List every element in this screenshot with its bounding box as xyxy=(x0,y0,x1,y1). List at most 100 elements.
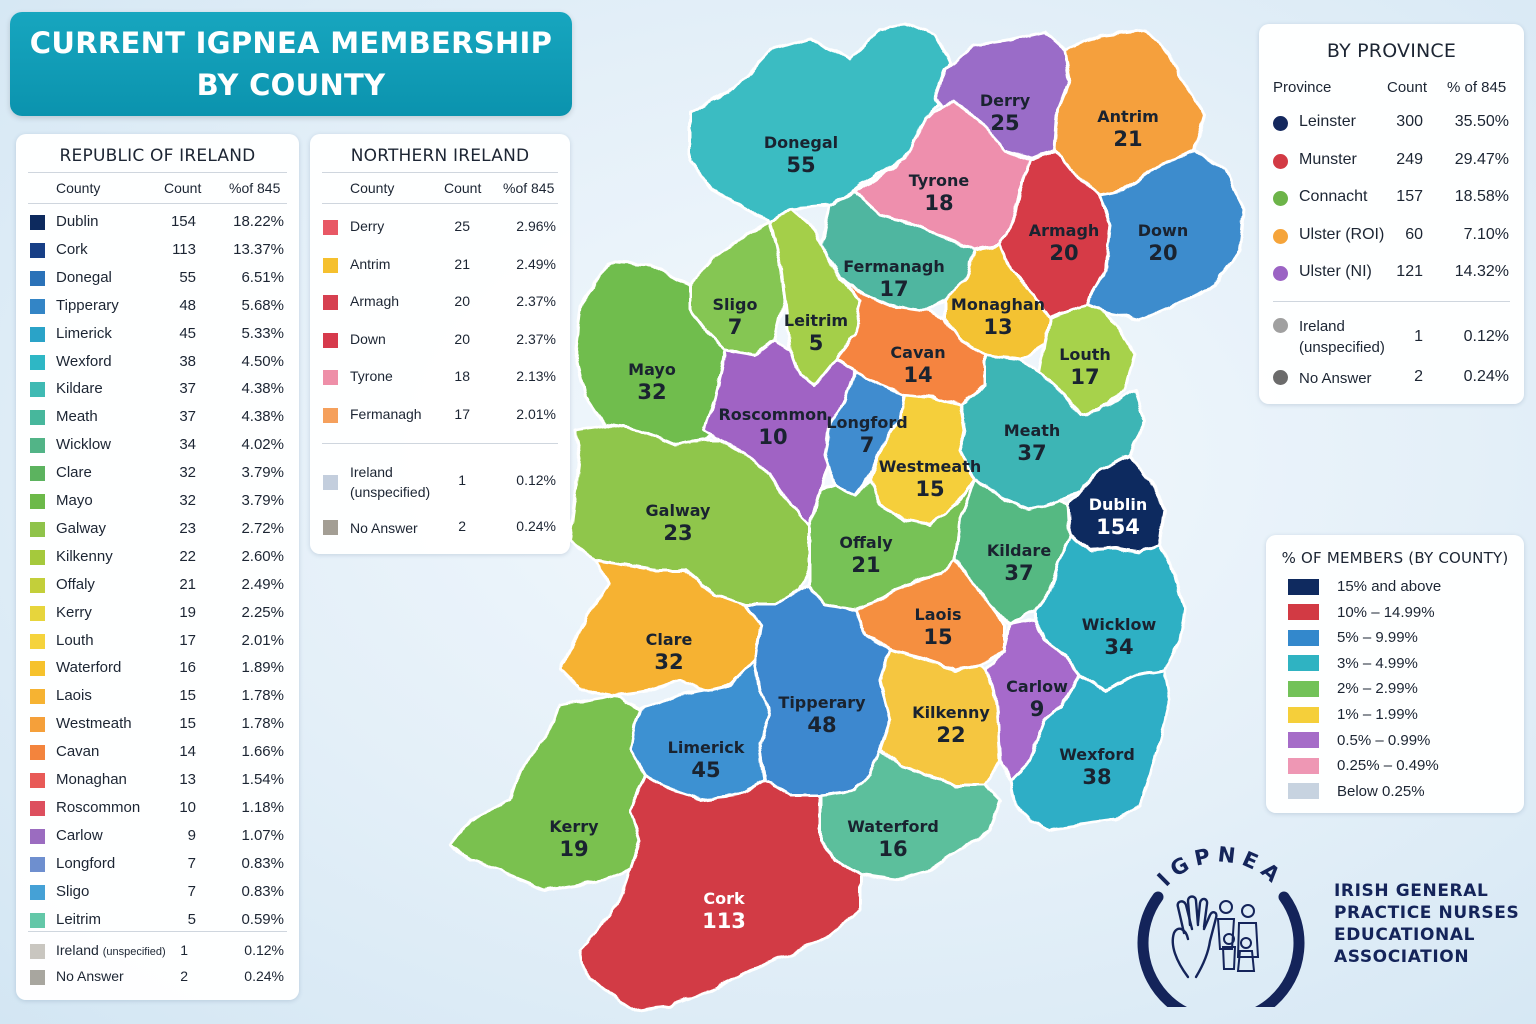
county-count-donegal: 55 xyxy=(786,153,815,177)
county-label-tipperary: Tipperary xyxy=(778,693,866,712)
county-label-kilkenny: Kilkenny xyxy=(912,703,990,722)
member-count: 20 xyxy=(454,293,470,309)
county-count-down: 20 xyxy=(1148,241,1177,265)
color-swatch xyxy=(30,494,45,509)
member-count: 2 xyxy=(458,518,466,534)
member-percent: 1.89% xyxy=(241,659,284,677)
member-count: 2 xyxy=(1414,368,1423,385)
county-count-tipperary: 48 xyxy=(807,713,836,737)
province-name: Ulster (ROI) xyxy=(1299,225,1385,243)
county-label-cork: Cork xyxy=(703,889,745,908)
member-percent: 35.50% xyxy=(1454,113,1509,130)
member-percent: 4.02% xyxy=(241,436,284,454)
member-count: 23 xyxy=(179,519,196,537)
legend-label: 5% – 9.99% xyxy=(1337,629,1418,647)
county-name: Waterford xyxy=(56,659,122,677)
logo-ring xyxy=(1137,891,1305,1007)
table-row: Antrim 21 2.49% xyxy=(310,256,570,274)
color-swatch xyxy=(30,215,45,230)
legend-swatch xyxy=(1288,757,1319,774)
county-name: Cavan xyxy=(56,743,100,761)
county-name: Meath xyxy=(56,408,98,426)
legend-label: 2% – 2.99% xyxy=(1337,680,1418,698)
table-row: No Answer 2 0.24% xyxy=(1259,368,1524,408)
county-label-kerry: Kerry xyxy=(549,817,599,836)
county-name: Sligo xyxy=(56,882,90,900)
color-swatch xyxy=(30,354,45,370)
color-swatch xyxy=(323,220,338,235)
table-row: Kerry 19 2.25% xyxy=(16,604,299,622)
member-count: 1 xyxy=(1414,328,1423,345)
member-percent: 4.50% xyxy=(241,352,284,370)
member-count: 21 xyxy=(454,255,470,272)
county-label-mayo: Mayo xyxy=(628,360,676,379)
county-count-galway: 23 xyxy=(663,521,692,545)
member-percent: 18.22% xyxy=(233,213,284,230)
table-row: Cavan 14 1.66% xyxy=(16,743,299,761)
legend-item: 10% – 14.99% xyxy=(1288,604,1435,621)
member-percent: 1.78% xyxy=(241,687,284,705)
ni-col-county: County xyxy=(350,180,395,196)
member-percent: 5.68% xyxy=(241,296,284,314)
county-count-waterford: 16 xyxy=(878,837,907,861)
igpnea-logo: IGPNEA xyxy=(1137,845,1305,1007)
color-swatch xyxy=(30,242,45,258)
divider xyxy=(1273,301,1510,302)
county-count-clare: 32 xyxy=(654,650,683,674)
table-row: Galway 23 2.72% xyxy=(16,520,299,538)
county-label-fermanagh: Fermanagh xyxy=(843,257,945,276)
roi-col-count: Count xyxy=(164,180,202,196)
county-name: Louth xyxy=(56,631,94,649)
county-count-carlow: 9 xyxy=(1030,697,1045,721)
table-row: Wexford 38 4.50% xyxy=(16,353,299,371)
table-row: Connacht 157 18.58% xyxy=(1259,188,1524,208)
county-label-galway: Galway xyxy=(646,501,712,520)
member-percent: 0.24% xyxy=(1463,368,1509,385)
member-count: 5 xyxy=(187,910,196,928)
county-name: Wicklow xyxy=(56,436,111,454)
province-name: Ireland (unspecified) xyxy=(1299,318,1385,356)
county-label-down: Down xyxy=(1138,221,1188,240)
legend-item: 2% – 2.99% xyxy=(1288,680,1418,697)
color-swatch xyxy=(323,257,338,273)
province-dot xyxy=(1273,370,1288,385)
table-row: Kildare 37 4.38% xyxy=(16,380,299,398)
legend-label: 0.25% – 0.49% xyxy=(1337,757,1439,775)
member-count: 34 xyxy=(179,436,196,454)
county-label-meath: Meath xyxy=(1004,421,1061,440)
province-dot xyxy=(1273,191,1288,207)
table-row: Munster 249 29.47% xyxy=(1259,151,1524,171)
county-count-limerick: 45 xyxy=(691,758,720,782)
member-count: 13 xyxy=(179,771,196,788)
member-count: 16 xyxy=(179,659,196,677)
county-shape-longford xyxy=(823,368,907,497)
color-swatch xyxy=(30,577,45,593)
table-row: Ireland (unspecified) 1 0.12% xyxy=(16,942,299,960)
member-count: 7 xyxy=(187,882,196,900)
county-name: Antrim xyxy=(350,255,391,272)
color-swatch xyxy=(323,520,338,535)
county-name: Derry xyxy=(350,218,385,234)
color-swatch xyxy=(30,745,45,761)
county-count-longford: 7 xyxy=(860,433,875,457)
member-count: 22 xyxy=(179,547,196,565)
member-percent: 29.47% xyxy=(1454,150,1509,168)
county-shape-cork xyxy=(578,773,862,1012)
county-count-armagh: 20 xyxy=(1049,241,1078,265)
province-dot xyxy=(1273,153,1288,169)
table-row: Waterford 16 1.89% xyxy=(16,659,299,677)
county-label-dublin: Dublin xyxy=(1089,495,1147,514)
member-percent: 1.07% xyxy=(241,826,284,844)
county-count-cork: 113 xyxy=(702,909,746,933)
legend-item: 3% – 4.99% xyxy=(1288,655,1418,672)
county-name: Down xyxy=(350,330,386,347)
roi-table-title: REPUBLIC OF IRELAND xyxy=(59,146,256,166)
legend-swatch xyxy=(1288,783,1319,800)
table-row: Ireland (unspecified) 1 0.12% xyxy=(1259,316,1524,356)
county-count-kildare: 37 xyxy=(1004,561,1033,585)
color-swatch xyxy=(323,332,338,348)
county-label-limerick: Limerick xyxy=(668,738,745,757)
legend-label: Below 0.25% xyxy=(1337,782,1425,800)
logo-arc-text: IGPNEA xyxy=(1153,845,1289,891)
color-swatch xyxy=(323,370,338,385)
